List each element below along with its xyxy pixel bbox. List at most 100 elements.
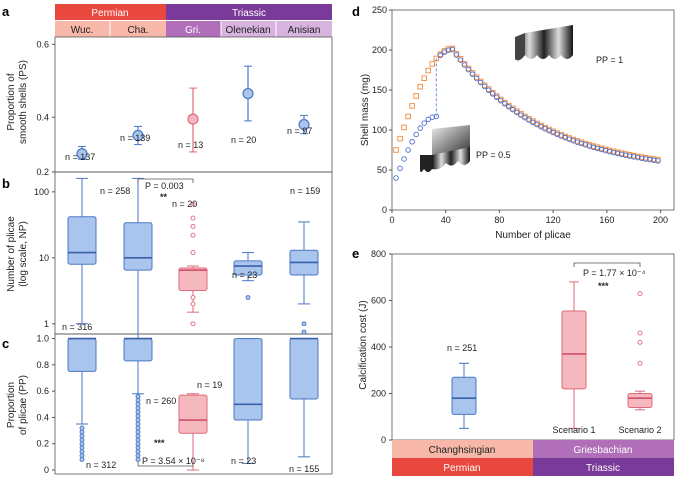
x-tick-label: 0	[389, 215, 394, 225]
y-tick-label: 0	[381, 435, 386, 445]
stage-label: Griesbachian	[574, 445, 633, 456]
corrugated-shell-icon	[515, 25, 573, 61]
y-tick-label: 100	[372, 125, 387, 135]
panel-e-ylabel: Calcification cost (J)	[358, 300, 369, 389]
outlier-point	[301, 329, 307, 335]
outlier-point	[190, 201, 196, 207]
data-point	[132, 129, 144, 142]
header-stage-label: Gri.	[185, 25, 201, 36]
series-pp05-point	[453, 52, 460, 58]
n-label: n = 316	[62, 322, 92, 332]
series-pp05-point	[485, 87, 492, 94]
outlier-point	[79, 433, 85, 439]
panel-label-c: c	[2, 336, 9, 351]
n-label: n = 23	[231, 456, 256, 466]
n-label: n = 251	[447, 343, 477, 353]
series-pp05-point	[518, 112, 524, 118]
series-pp05-point	[469, 71, 476, 77]
series-pp1-point	[425, 67, 432, 74]
n-label: n = 20	[172, 199, 197, 209]
box	[561, 310, 587, 390]
box	[67, 216, 97, 265]
series-pp1-point	[409, 103, 415, 109]
series-pp05-point	[477, 79, 484, 86]
y-tick-label: 0	[382, 205, 387, 215]
header-stage-label: Cha.	[127, 25, 148, 36]
series-pp05-point	[626, 153, 633, 159]
outlier-point	[79, 457, 85, 462]
series-pp05-point	[634, 154, 641, 161]
panel-c-plot: 0 0.2 0.4 0.6 0.8 1.0 n = 312 n = 260 n = 19 n = …	[36, 334, 319, 475]
series-pp05-point	[401, 156, 407, 162]
significance-bracket	[573, 262, 641, 267]
panel-c-frame	[54, 333, 333, 475]
header-stage-label: Olenekian	[225, 25, 270, 36]
data-point	[187, 113, 199, 125]
outlier-point	[135, 449, 141, 455]
panel-c-ylabel-2: of plicae (PP)	[18, 375, 29, 435]
outlier-point	[135, 409, 141, 415]
header-stage-ole	[221, 21, 276, 37]
series-pp1-point	[405, 113, 411, 120]
panel-a-ylabel-1: Proportion of	[6, 73, 17, 130]
series-pp05-point	[445, 47, 452, 53]
series-pp05-point	[526, 117, 532, 123]
p-value: P = 1.77 × 10⁻⁴	[583, 268, 646, 278]
panel-b-ylabel-1: Number of plicae	[6, 216, 17, 292]
series-pp05-point	[510, 106, 516, 113]
header-stage-label: Wuc.	[71, 25, 94, 36]
outlier-point	[135, 429, 141, 435]
y-tick-label: 0.6	[36, 39, 49, 49]
panel-b-plot: 1 10 100 0.2 n = 316 n = 258 n = 20 n = 23 n = 1…	[34, 167, 320, 344]
outlier-point	[79, 453, 85, 458]
outlier-point	[79, 441, 85, 447]
group-label: Scenario 1	[552, 425, 595, 435]
n-label: n = 159	[290, 186, 320, 196]
series-pp05-point	[437, 52, 444, 59]
outlier-point	[135, 453, 141, 458]
header-left: Permian Triassic Wuc. Cha. Gri. Olenekia…	[55, 4, 332, 37]
n-label: n = 312	[86, 460, 116, 470]
panel-label-e: e	[352, 246, 359, 261]
stage-griesbachian	[533, 440, 674, 458]
n-label: n = 155	[289, 464, 319, 474]
outlier-point	[135, 417, 141, 423]
outlier-point	[135, 397, 141, 403]
series-pp1-point	[429, 61, 436, 67]
panel-b-ylabel-2: (log scale, NP)	[18, 221, 29, 287]
series-pp05-point	[481, 83, 488, 90]
outlier-point	[190, 223, 196, 229]
header-stage-wuc	[55, 21, 110, 37]
outlier-point	[135, 421, 141, 427]
series-pp05-point	[506, 104, 512, 110]
x-tick-label: 80	[494, 215, 504, 225]
outlier-point	[135, 437, 141, 443]
stage-changhsingian	[392, 440, 533, 458]
x-tick-label: 120	[546, 215, 561, 225]
series-pp05-point	[409, 139, 415, 145]
box	[233, 260, 263, 276]
series-pp05-point	[421, 120, 427, 126]
y-tick-label: 200	[371, 389, 386, 399]
half-plicate-shell-icon	[420, 125, 470, 172]
outlier-point	[79, 445, 85, 451]
significance-bracket	[137, 178, 194, 183]
series-pp05-point	[429, 114, 436, 120]
box	[233, 338, 263, 421]
header-stage-gri	[166, 21, 221, 37]
series-pp05-point	[651, 157, 657, 164]
header-period-triassic	[166, 4, 332, 20]
outlier-point	[135, 413, 141, 419]
header-period-label: Permian	[91, 8, 128, 19]
panel-d-ylabel: Shell mass (mg)	[360, 74, 371, 146]
outlier-point	[190, 295, 196, 300]
series-pp05-point	[489, 91, 496, 97]
n-label: n = 258	[100, 186, 130, 196]
box	[123, 222, 153, 271]
series-pp05-point	[498, 97, 504, 104]
series-pp05-point	[502, 101, 508, 107]
n-label: n = 97	[287, 126, 312, 136]
series-pp05-point	[655, 158, 661, 164]
y-tick-label: 0.2	[36, 439, 49, 449]
